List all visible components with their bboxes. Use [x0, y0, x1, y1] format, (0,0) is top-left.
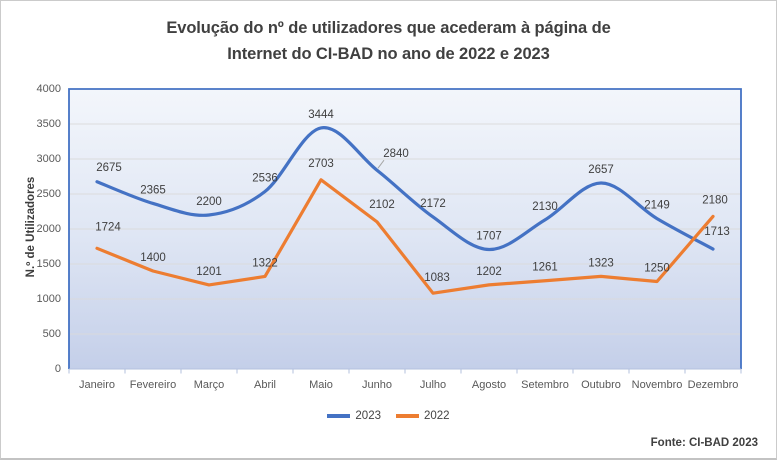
- data-label-2023-fevereiro: 2365: [140, 184, 166, 196]
- legend-label-2022: 2022: [424, 410, 450, 422]
- data-label-2022-julho: 1083: [424, 272, 450, 284]
- x-tick-label: Julho: [419, 379, 447, 391]
- data-label-2022-janeiro: 1724: [95, 221, 121, 233]
- data-label-2022-maio: 2703: [308, 158, 334, 170]
- legend: 2023 2022: [1, 408, 776, 424]
- data-label-2022-outubro: 1323: [588, 257, 614, 269]
- data-label-2022-agosto: 1202: [476, 266, 502, 278]
- data-label-2022-abril: 1322: [252, 257, 278, 269]
- legend-swatch-2023: [327, 414, 351, 418]
- x-tick-label: Outubro: [581, 379, 621, 391]
- x-tick-label: Dezembro: [687, 379, 739, 391]
- chart-title: Evolução do nº de utilizadores que acede…: [31, 15, 746, 67]
- legend-label-2023: 2023: [355, 410, 381, 422]
- x-tick-label: Janeiro: [78, 379, 116, 391]
- data-label-2022-março: 1201: [196, 266, 222, 278]
- x-tick-label: Setembro: [521, 379, 569, 391]
- data-label-2022-junho: 2102: [369, 199, 395, 211]
- y-tick-label: 3500: [36, 117, 61, 130]
- data-label-2023-maio: 3444: [308, 109, 334, 121]
- source-note: Fonte: CI-BAD 2023: [650, 437, 758, 449]
- x-tick-label: Agosto: [471, 379, 507, 391]
- data-label-2023-julho: 2172: [420, 198, 446, 210]
- data-label-2023-dezembro: 1713: [704, 226, 730, 238]
- plot-border: [68, 88, 742, 369]
- y-tick-label: 2000: [36, 222, 61, 235]
- data-label-2023-junho: 2840: [383, 148, 409, 160]
- y-tick-label: 1000: [36, 292, 61, 305]
- data-label-2023-março: 2200: [196, 196, 222, 208]
- y-tick-label: 4000: [36, 82, 61, 95]
- chart-title-line2: Internet do CI-BAD no ano de 2022 e 2023: [227, 45, 550, 63]
- y-tick-label: 2500: [36, 187, 61, 200]
- data-label-2023-abril: 2536: [252, 172, 278, 184]
- legend-item-2023: 2023: [327, 410, 381, 422]
- data-label-leader-line: [377, 159, 385, 169]
- x-tick-label: Junho: [362, 379, 392, 391]
- data-label-2022-setembro: 1261: [532, 262, 558, 274]
- y-tick-label: 500: [42, 327, 61, 340]
- data-label-2023-novembro: 2149: [644, 200, 670, 212]
- data-label-2023-setembro: 2130: [532, 201, 558, 213]
- data-label-2023-outubro: 2657: [588, 164, 614, 176]
- y-tick-label: 0: [54, 362, 61, 375]
- x-tick-label: Novembro: [631, 379, 683, 391]
- series-line-2023: [95, 126, 715, 252]
- data-label-2023-agosto: 1707: [476, 231, 502, 243]
- series-line-2022: [95, 178, 715, 295]
- chart-title-line1: Evolução do nº de utilizadores que acede…: [166, 19, 611, 37]
- x-tick-label: Maio: [309, 379, 333, 391]
- x-tick-label: Abril: [253, 379, 276, 391]
- legend-item-2022: 2022: [396, 410, 450, 422]
- data-label-2023-janeiro: 2675: [96, 162, 122, 174]
- x-tick-label: Fevereiro: [129, 379, 177, 391]
- y-tick-label: 3000: [36, 152, 61, 165]
- data-label-2022-dezembro: 2180: [702, 194, 728, 206]
- x-tick-label: Março: [193, 379, 225, 391]
- y-tick-label: 1500: [36, 257, 61, 270]
- data-label-2022-novembro: 1250: [644, 263, 670, 275]
- legend-swatch-2022: [396, 414, 419, 418]
- data-label-2022-fevereiro: 1400: [140, 252, 166, 264]
